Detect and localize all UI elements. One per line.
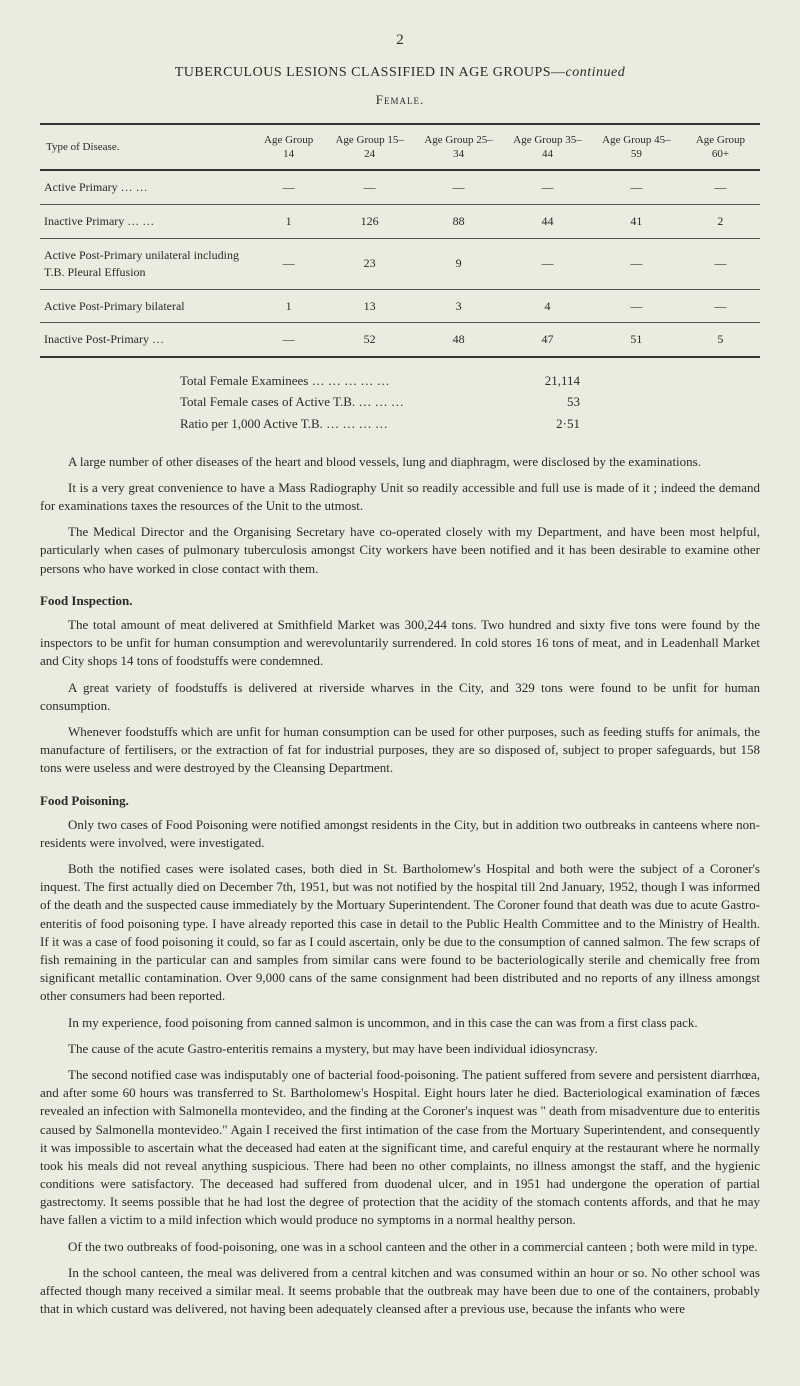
summary-label: Total Female cases of Active T.B. … … … [180, 393, 500, 411]
table-subtitle: Female. [40, 91, 760, 109]
table-cell: — [503, 170, 592, 204]
row-label: Active Primary … … [40, 170, 252, 204]
table-cell: — [325, 170, 414, 204]
table-cell: — [503, 238, 592, 289]
table-header: Age Group 35–44 [503, 124, 592, 171]
section-title: Food Poisoning. [40, 792, 760, 810]
table-cell: 44 [503, 205, 592, 239]
table-row: Active Post-Primary unilateral including… [40, 238, 760, 289]
table-cell: 52 [325, 323, 414, 357]
table-header: Age Group 25–34 [414, 124, 503, 171]
main-title-text: TUBERCULOUS LESIONS CLASSIFIED IN AGE GR… [175, 65, 566, 80]
table-cell: — [252, 170, 325, 204]
table-row: Active Primary … …—————— [40, 170, 760, 204]
body-paragraph: A great variety of foodstuffs is deliver… [40, 679, 760, 715]
body-paragraph: The cause of the acute Gastro-enteritis … [40, 1040, 760, 1058]
body-paragraph: A large number of other diseases of the … [40, 453, 760, 471]
body-paragraph: The second notified case was indisputabl… [40, 1066, 760, 1230]
summary-row: Total Female Examinees … … … … …21,114 [180, 372, 760, 390]
table-cell: — [681, 170, 760, 204]
summary-value: 2·51 [500, 415, 580, 433]
row-label: Active Post-Primary bilateral [40, 289, 252, 323]
table-cell: — [592, 238, 681, 289]
table-cell: 41 [592, 205, 681, 239]
table-header: Age Group 14 [252, 124, 325, 171]
row-label: Inactive Primary … … [40, 205, 252, 239]
summary-row: Ratio per 1,000 Active T.B. … … … …2·51 [180, 415, 760, 433]
body-paragraph: The total amount of meat delivered at Sm… [40, 616, 760, 671]
summary-block: Total Female Examinees … … … … …21,114To… [180, 372, 760, 433]
intro-paragraphs: A large number of other diseases of the … [40, 453, 760, 578]
body-paragraph: Both the notified cases were isolated ca… [40, 860, 760, 1006]
table-cell: 4 [503, 289, 592, 323]
table-cell: 23 [325, 238, 414, 289]
table-cell: — [414, 170, 503, 204]
body-paragraph: In the school canteen, the meal was deli… [40, 1264, 760, 1319]
section-title: Food Inspection. [40, 592, 760, 610]
table-cell: 47 [503, 323, 592, 357]
table-cell: — [681, 289, 760, 323]
table-cell: 13 [325, 289, 414, 323]
table-cell: 51 [592, 323, 681, 357]
table-cell: 88 [414, 205, 503, 239]
table-cell: — [252, 238, 325, 289]
row-label: Inactive Post-Primary … [40, 323, 252, 357]
table-cell: 5 [681, 323, 760, 357]
table-header-row: Type of Disease. Age Group 14 Age Group … [40, 124, 760, 171]
body-paragraph: Only two cases of Food Poisoning were no… [40, 816, 760, 852]
table-cell: 1 [252, 289, 325, 323]
main-title-continued: continued [566, 65, 626, 80]
table-header: Age Group 45–59 [592, 124, 681, 171]
table-cell: — [592, 170, 681, 204]
table-header: Age Group 60+ [681, 124, 760, 171]
body-paragraph: Whenever foodstuffs which are unfit for … [40, 723, 760, 778]
table-cell: 2 [681, 205, 760, 239]
table-row: Active Post-Primary bilateral11334—— [40, 289, 760, 323]
page-number: 2 [40, 30, 760, 51]
main-title: TUBERCULOUS LESIONS CLASSIFIED IN AGE GR… [40, 63, 760, 83]
summary-value: 21,114 [500, 372, 580, 390]
table-row: Inactive Post-Primary …—524847515 [40, 323, 760, 357]
body-paragraph: Of the two outbreaks of food-poisoning, … [40, 1238, 760, 1256]
table-cell: 126 [325, 205, 414, 239]
table-cell: 9 [414, 238, 503, 289]
table-header: Age Group 15–24 [325, 124, 414, 171]
summary-value: 53 [500, 393, 580, 411]
body-paragraph: It is a very great convenience to have a… [40, 479, 760, 515]
body-paragraph: The Medical Director and the Organising … [40, 523, 760, 578]
table-cell: 3 [414, 289, 503, 323]
tuberculous-table: Type of Disease. Age Group 14 Age Group … [40, 123, 760, 358]
summary-label: Total Female Examinees … … … … … [180, 372, 500, 390]
sections: Food Inspection. The total amount of meat… [40, 592, 760, 1319]
table-header: Type of Disease. [40, 124, 252, 171]
table-cell: — [252, 323, 325, 357]
row-label: Active Post-Primary unilateral including… [40, 238, 252, 289]
table-cell: — [681, 238, 760, 289]
table-row: Inactive Primary … …11268844412 [40, 205, 760, 239]
table-cell: 1 [252, 205, 325, 239]
table-cell: 48 [414, 323, 503, 357]
summary-label: Ratio per 1,000 Active T.B. … … … … [180, 415, 500, 433]
body-paragraph: In my experience, food poisoning from ca… [40, 1014, 760, 1032]
table-cell: — [592, 289, 681, 323]
summary-row: Total Female cases of Active T.B. … … …5… [180, 393, 760, 411]
